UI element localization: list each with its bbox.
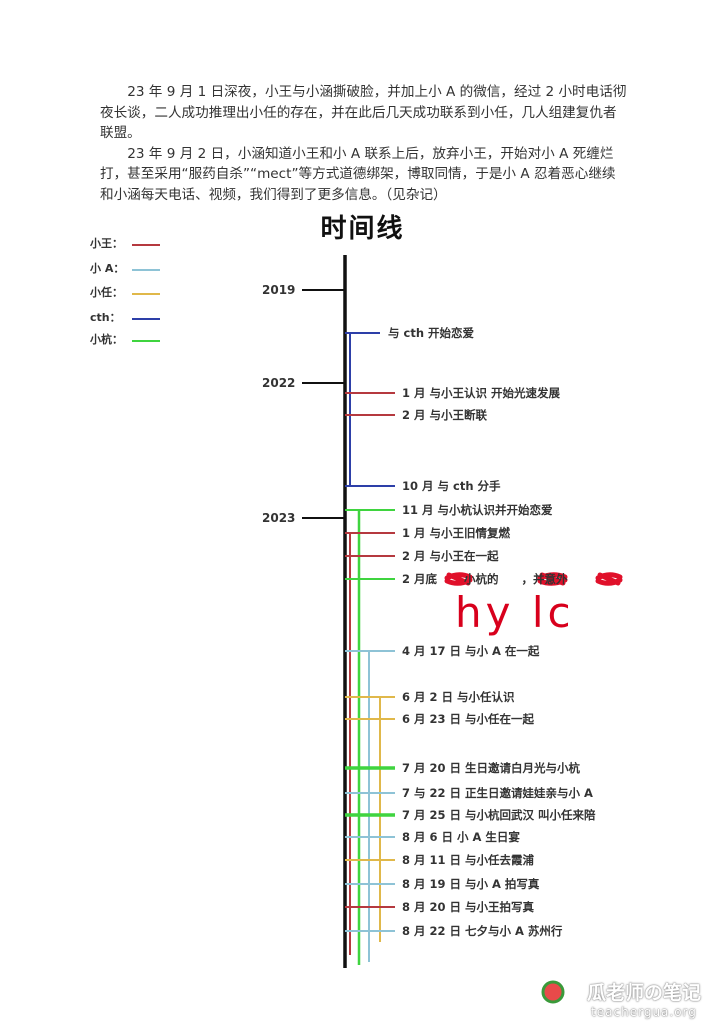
legend-swatch <box>132 293 160 295</box>
event-label: 10 月 与 cth 分手 <box>402 479 501 493</box>
event-label: 11 月 与小杭认识并开始恋爱 <box>402 503 553 517</box>
event-label: 1 月 与小王旧情复燃 <box>402 526 511 540</box>
paragraph-2: 23 年 9 月 2 日，小涵知道小王和小 A 联系上后，放弃小王，开始对小 A… <box>100 145 616 203</box>
redaction-scribble <box>595 572 623 586</box>
event-label: 8 月 11 日 与小任去霞浦 <box>402 853 535 867</box>
year-label: 2022 <box>262 376 296 390</box>
legend-swatch <box>132 340 160 342</box>
event-label: 8 月 19 日 与小 A 拍写真 <box>402 877 540 891</box>
event-label: 与 cth 开始恋爱 <box>388 326 475 340</box>
redaction-scribble <box>537 572 568 586</box>
legend-swatch <box>132 318 160 320</box>
year-label: 2023 <box>262 511 296 525</box>
event-label: 8 月 22 日 七夕与小 A 苏州行 <box>402 924 563 938</box>
legend-label: 小王： <box>90 237 123 250</box>
event-label: 2 月底 小杭的 ，并意外 <box>402 572 568 586</box>
intro-text: 23 年 9 月 1 日深夜，小王与小涵撕破脸，并加上小 A 的微信，经过 2 … <box>100 82 628 205</box>
event-label: 1 月 与小王认识 开始光速发展 <box>402 386 561 400</box>
timeline-title: 时间线 <box>320 214 405 244</box>
event-label: 6 月 2 日 与小任认识 <box>402 690 515 704</box>
event-label: 8 月 6 日 小 A 生日宴 <box>402 830 520 844</box>
watermark-url: teachergua.org <box>591 1005 697 1019</box>
event-label: 6 月 23 日 与小任在一起 <box>402 712 535 726</box>
legend-label: 小任： <box>90 286 123 299</box>
legend-label: 小 A： <box>90 262 125 275</box>
event-label: 7 月 20 日 生日邀请白月光与小杭 <box>402 761 581 775</box>
legend-swatch <box>132 244 160 246</box>
legend-swatch <box>132 269 160 271</box>
paragraph-1: 23 年 9 月 1 日深夜，小王与小涵撕破脸，并加上小 A 的微信，经过 2 … <box>100 84 627 141</box>
year-label: 2019 <box>262 283 296 297</box>
watermark: 瓜老师の笔记 teachergua.org <box>587 978 701 1019</box>
event-label: 7 月 25 日 与小杭回武汉 叫小任来陪 <box>402 808 596 822</box>
handwritten-annotation: hy lc <box>455 588 575 637</box>
watermelon-icon <box>541 980 565 1004</box>
event-label: 4 月 17 日 与小 A 在一起 <box>402 644 540 658</box>
redaction-scribble <box>444 572 473 586</box>
legend-label: 小杭： <box>90 333 123 346</box>
event-label: 8 月 20 日 与小王拍写真 <box>402 900 535 914</box>
event-label: 7 与 22 日 正生日邀请娃娃亲与小 A <box>402 786 593 800</box>
event-label: 2 月 与小王断联 <box>402 408 488 422</box>
legend-label: cth： <box>90 311 121 324</box>
watermark-title: 瓜老师の笔记 <box>586 982 701 1004</box>
event-label: 2 月 与小王在一起 <box>402 549 499 563</box>
